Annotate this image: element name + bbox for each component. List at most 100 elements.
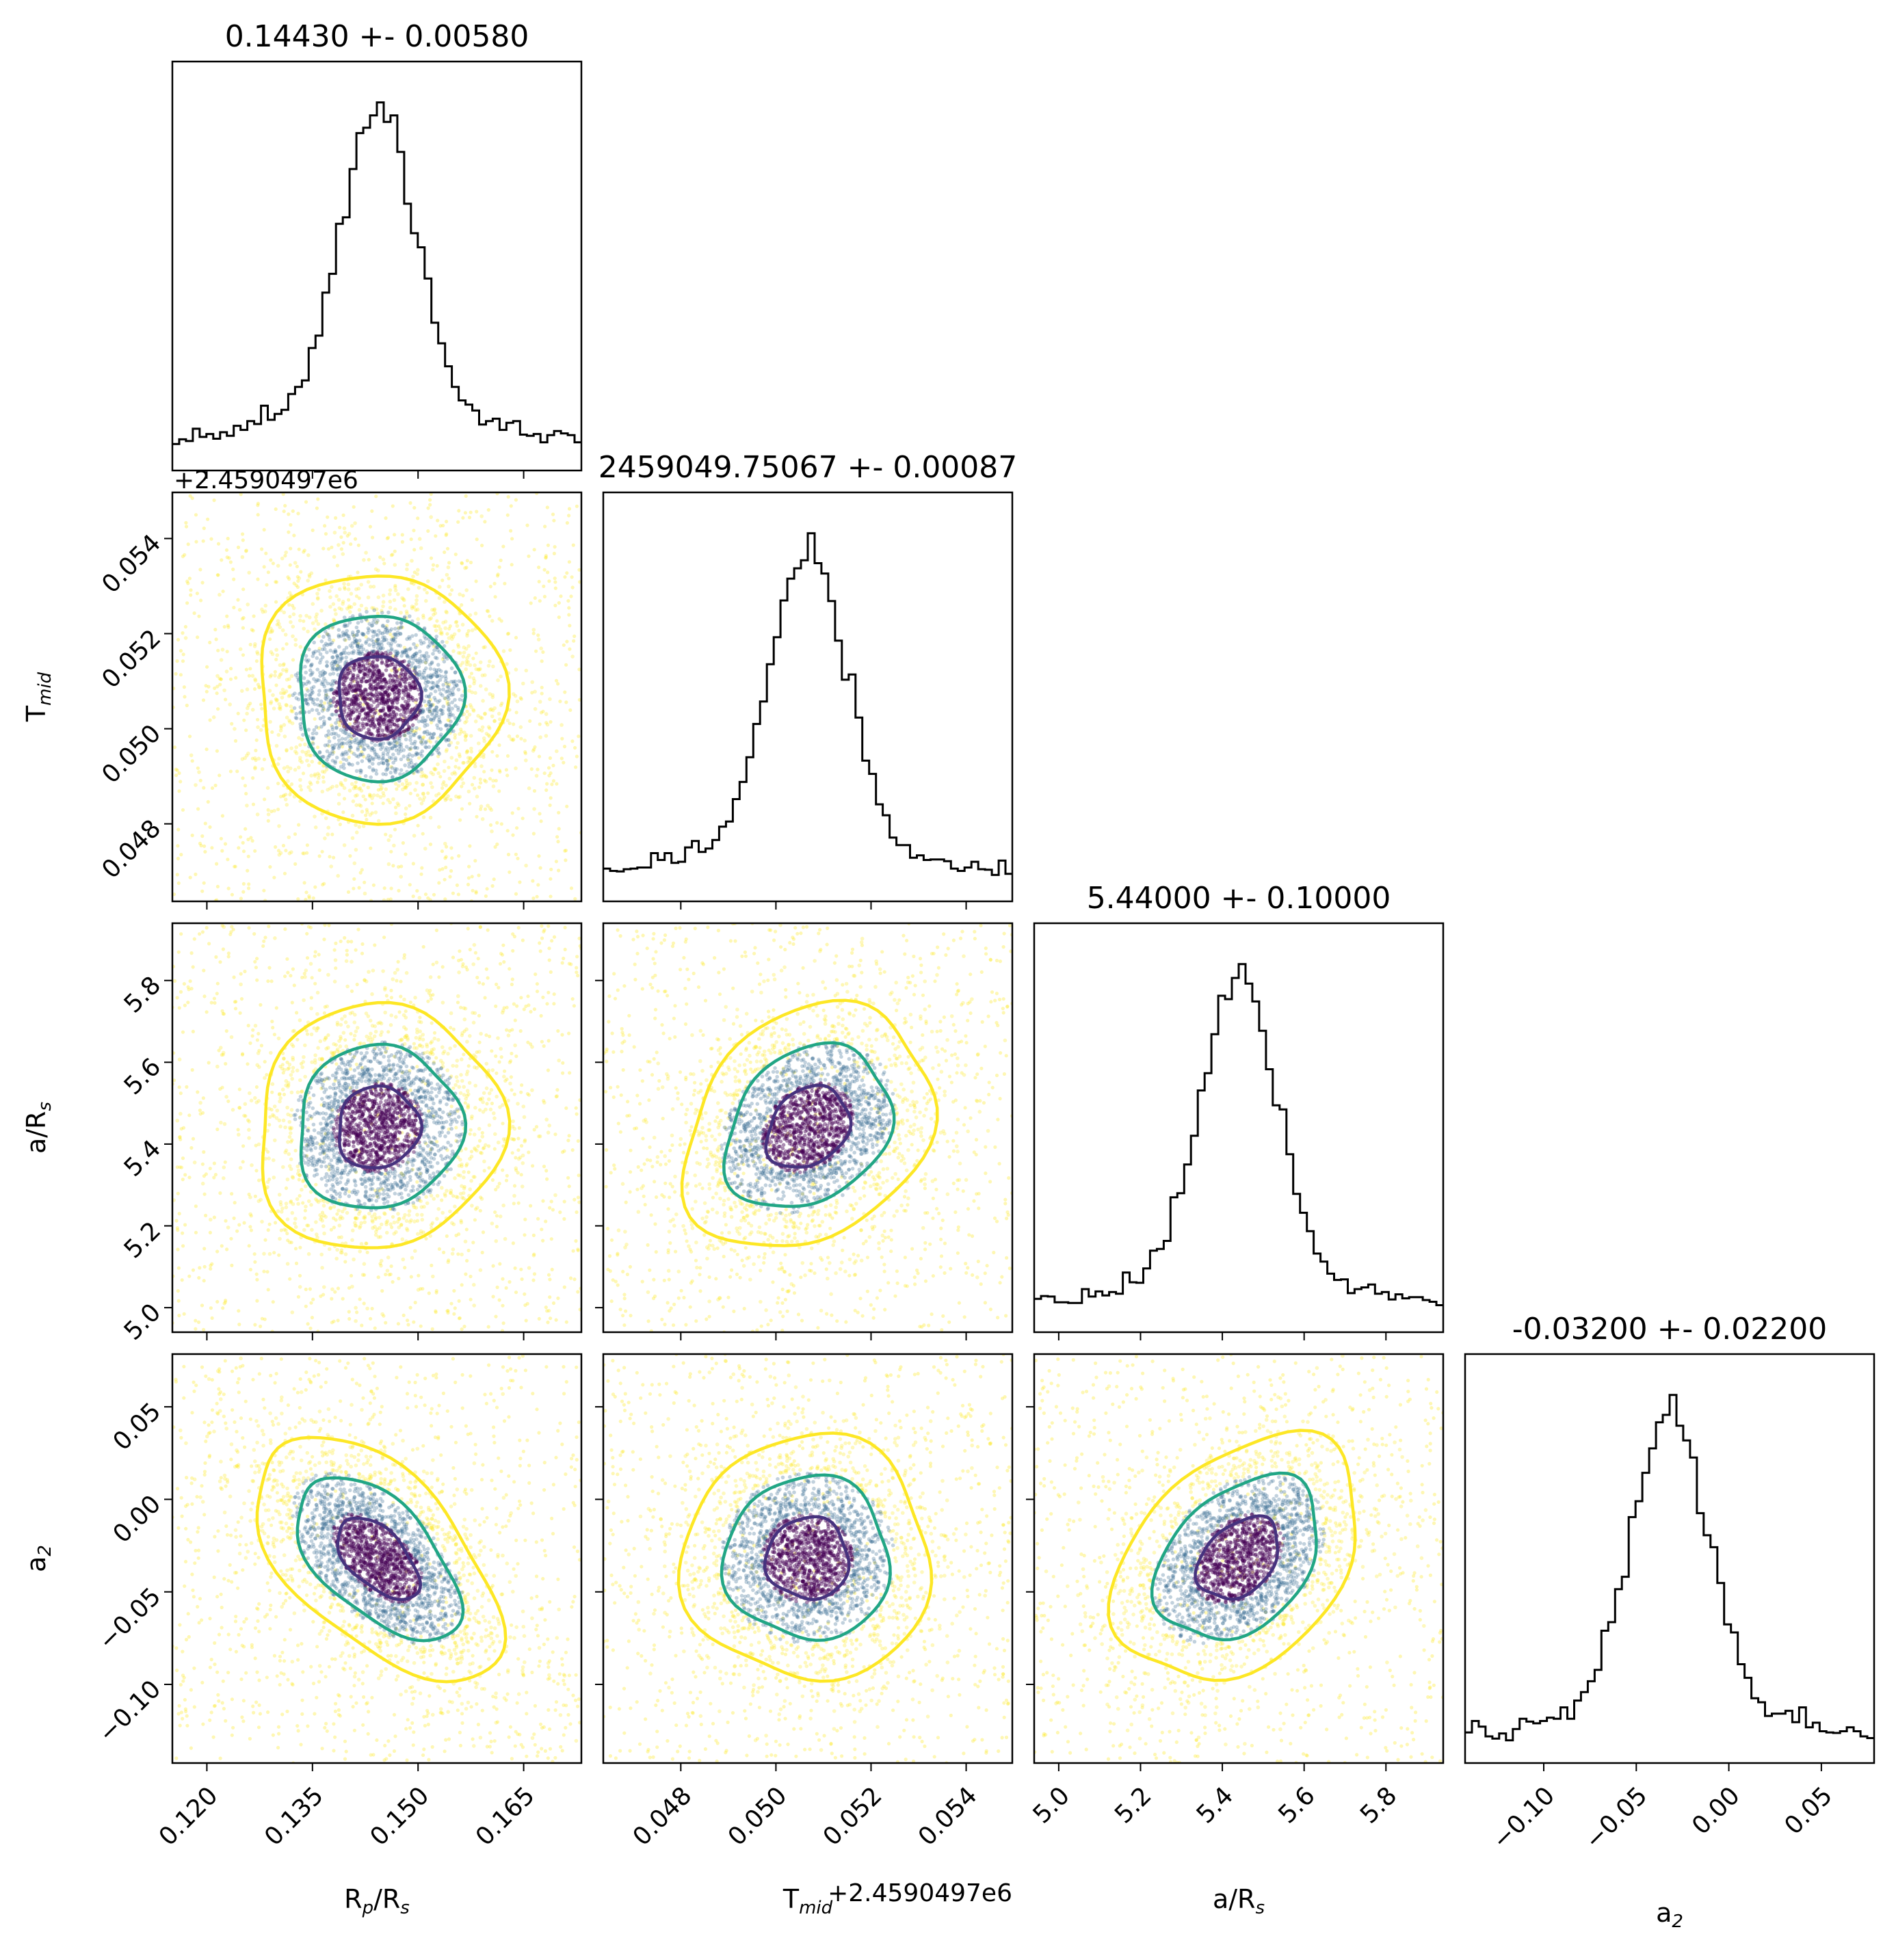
scatter-point bbox=[419, 711, 423, 715]
scatter-point bbox=[423, 718, 427, 723]
scatter-point bbox=[209, 1264, 213, 1268]
scatter-point bbox=[371, 685, 376, 689]
scatter-point bbox=[175, 873, 179, 877]
scatter-point bbox=[320, 708, 325, 713]
scatter-point bbox=[269, 626, 273, 631]
scatter-point bbox=[389, 1158, 393, 1162]
scatter-point bbox=[380, 728, 384, 732]
scatter-point bbox=[566, 599, 570, 603]
scatter-point bbox=[459, 1219, 463, 1223]
scatter-point bbox=[516, 806, 521, 810]
scatter-point bbox=[399, 620, 404, 625]
scatter-point bbox=[425, 732, 430, 737]
scatter-point bbox=[376, 639, 380, 644]
scatter-point bbox=[472, 681, 476, 686]
scatter-point bbox=[329, 698, 333, 703]
scatter-point bbox=[317, 711, 321, 716]
scatter-point bbox=[462, 1187, 466, 1191]
scatter-point bbox=[443, 620, 448, 624]
scatter-point bbox=[390, 715, 395, 719]
scatter-point bbox=[427, 709, 432, 714]
scatter-point bbox=[533, 689, 537, 694]
scatter-point bbox=[346, 734, 351, 739]
scatter-point bbox=[420, 711, 424, 715]
scatter-point bbox=[343, 631, 348, 636]
scatter-point bbox=[364, 635, 368, 639]
scatter-point bbox=[425, 715, 430, 719]
scatter-point bbox=[383, 702, 387, 706]
scatter-point bbox=[374, 621, 378, 625]
scatter-point bbox=[417, 585, 421, 590]
scatter-point bbox=[340, 745, 345, 749]
scatter-point bbox=[260, 706, 264, 711]
scatter-point bbox=[400, 650, 404, 654]
scatter-point bbox=[309, 697, 314, 702]
scatter-point bbox=[437, 825, 441, 830]
scatter-point bbox=[365, 1241, 369, 1245]
scatter-point bbox=[303, 1216, 307, 1220]
scatter-point bbox=[417, 719, 421, 724]
scatter-point bbox=[322, 685, 327, 689]
scatter-point bbox=[306, 1322, 310, 1326]
scatter-point bbox=[306, 763, 311, 767]
scatter-point bbox=[332, 731, 336, 736]
scatter-point bbox=[423, 724, 427, 728]
scatter-point bbox=[359, 1140, 363, 1144]
scatter-point bbox=[268, 865, 272, 869]
scatter-point bbox=[359, 737, 364, 742]
scatter-point bbox=[380, 1171, 384, 1176]
scatter-point bbox=[215, 1127, 220, 1131]
scatter-point bbox=[425, 675, 430, 679]
scatter-point bbox=[356, 721, 361, 726]
scatter-point bbox=[295, 1090, 300, 1094]
scatter-point bbox=[334, 666, 339, 671]
scatter-point bbox=[511, 738, 515, 742]
scatter-point bbox=[317, 1079, 321, 1083]
scatter-point bbox=[388, 742, 392, 747]
scatter-point bbox=[333, 660, 338, 664]
scatter-point bbox=[345, 1062, 350, 1066]
scatter-point bbox=[323, 647, 327, 652]
scatter-point bbox=[444, 855, 448, 859]
scatter-point bbox=[466, 1170, 471, 1174]
scatter-point bbox=[380, 643, 384, 647]
scatter-point bbox=[523, 1303, 527, 1308]
scatter-point bbox=[563, 690, 567, 694]
scatter-point bbox=[551, 512, 555, 516]
scatter-point bbox=[397, 691, 401, 696]
scatter-point bbox=[302, 619, 306, 623]
scatter-point bbox=[378, 1048, 382, 1052]
scatter-point bbox=[404, 786, 408, 790]
scatter-point bbox=[420, 754, 424, 758]
scatter-point bbox=[356, 741, 360, 746]
scatter-point bbox=[397, 626, 401, 631]
scatter-point bbox=[381, 708, 386, 713]
scatter-point bbox=[403, 1118, 407, 1122]
scatter-point bbox=[212, 498, 216, 503]
scatter-point bbox=[245, 804, 249, 808]
scatter-point bbox=[370, 669, 374, 674]
scatter-point bbox=[393, 585, 397, 590]
scatter-point bbox=[544, 556, 548, 560]
scatter-point bbox=[176, 1289, 180, 1293]
scatter-point bbox=[381, 751, 386, 756]
scatter-point bbox=[308, 753, 312, 758]
scatter-point bbox=[350, 763, 354, 767]
scatter-point bbox=[289, 1140, 293, 1144]
scatter-point bbox=[363, 747, 367, 752]
scatter-panel-ars-vs-rprs bbox=[164, 922, 583, 1340]
scatter-point bbox=[438, 708, 443, 712]
scatter-point bbox=[386, 726, 390, 730]
scatter-point bbox=[360, 759, 365, 763]
scatter-point bbox=[345, 741, 350, 745]
scatter-point bbox=[398, 772, 402, 776]
scatter-point bbox=[361, 702, 365, 706]
scatter-point bbox=[473, 951, 478, 955]
scatter-point bbox=[220, 1009, 224, 1013]
scatter-point bbox=[287, 835, 291, 840]
scatter-point bbox=[537, 566, 541, 570]
scatter-point bbox=[402, 598, 406, 602]
scatter-point bbox=[499, 619, 503, 623]
scatter-point bbox=[367, 727, 371, 732]
scatter-point bbox=[319, 1133, 324, 1137]
